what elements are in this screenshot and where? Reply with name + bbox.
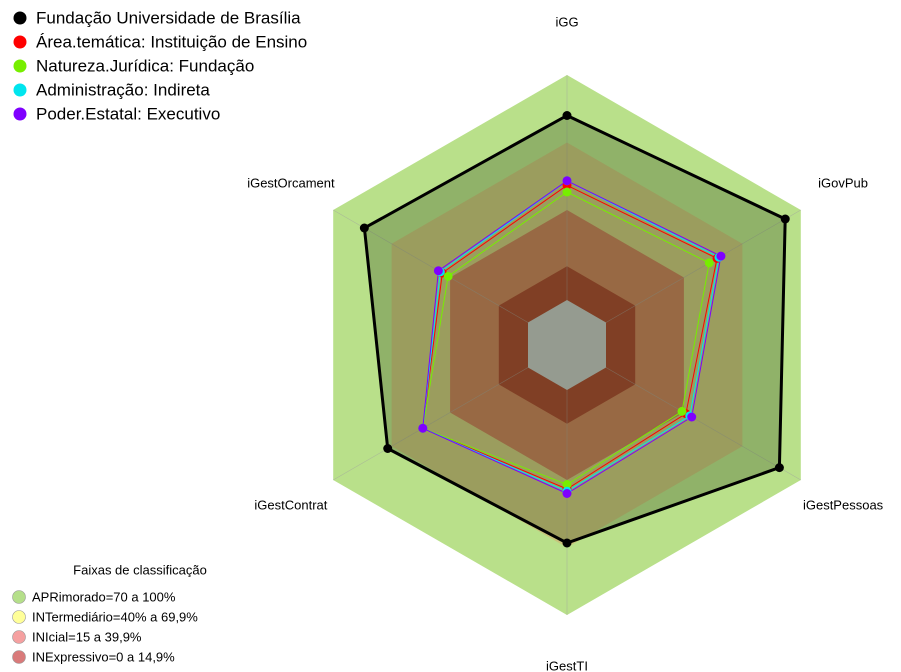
spoke	[333, 367, 529, 481]
series-point	[418, 423, 428, 433]
legend-label: Administração: Indireta	[36, 80, 210, 99]
series-point	[704, 258, 714, 268]
spoke	[605, 209, 801, 323]
axis-label: iGestTI	[546, 658, 588, 672]
bands-legend-title: Faixas de classificação	[73, 562, 207, 577]
legend-swatch	[13, 59, 27, 73]
series-point	[443, 271, 453, 281]
band-legend-swatch	[12, 650, 26, 664]
legend-swatch	[13, 35, 27, 49]
series-point	[716, 251, 726, 261]
center-hole	[528, 300, 606, 390]
band-legend-label: INIcial=15 a 39,9%	[32, 629, 142, 644]
legend-label: Fundação Universidade de Brasília	[36, 8, 301, 27]
axis-label: iGG	[555, 14, 578, 29]
band-legend-label: APRimorado=70 a 100%	[32, 589, 176, 604]
spoke	[605, 367, 801, 481]
legend-label: Natureza.Jurídica: Fundação	[36, 56, 254, 75]
series-point	[562, 111, 572, 120]
series-point	[433, 266, 443, 276]
series-point	[562, 489, 572, 498]
series-point	[774, 463, 784, 473]
series-point	[677, 406, 687, 416]
legend-swatch	[13, 11, 27, 25]
series-point	[687, 412, 697, 422]
band-legend-label: INTermediário=40% a 69,9%	[32, 609, 198, 624]
legend-swatch	[13, 107, 27, 121]
band-legend-swatch	[12, 590, 26, 604]
legend-swatch	[13, 83, 27, 97]
series-point	[562, 538, 572, 548]
series-point	[383, 444, 393, 453]
legend-label: Área.temática: Instituição de Ensino	[36, 32, 307, 51]
axis-label: iGovPub	[818, 175, 868, 190]
series-point	[359, 223, 369, 233]
axis-label: iGestPessoas	[803, 497, 884, 512]
band-legend-label: INExpressivo=0 a 14,9%	[32, 649, 175, 664]
series-point	[780, 214, 790, 224]
legend-label: Poder.Estatal: Executivo	[36, 104, 220, 123]
band-legend-swatch	[12, 630, 26, 644]
axis-label: iGestOrcament	[247, 175, 335, 190]
series-point	[562, 187, 572, 197]
series-point	[562, 176, 572, 186]
band-legend-swatch	[12, 610, 26, 624]
series-point	[562, 480, 572, 489]
axis-label: iGestContrat	[254, 497, 327, 512]
